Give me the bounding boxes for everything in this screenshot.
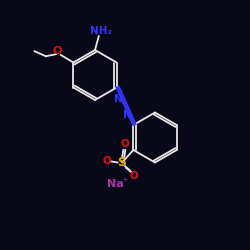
Text: O: O (120, 139, 129, 149)
Text: O: O (130, 171, 138, 181)
Text: ⁺: ⁺ (122, 177, 128, 187)
Text: NH₂: NH₂ (90, 26, 112, 36)
Text: N: N (123, 110, 132, 120)
Text: O: O (102, 156, 111, 166)
Text: Na: Na (108, 179, 124, 189)
Text: S: S (118, 156, 126, 169)
Text: ⁻: ⁻ (107, 162, 112, 171)
Text: N: N (114, 94, 123, 104)
Text: O: O (52, 46, 62, 56)
